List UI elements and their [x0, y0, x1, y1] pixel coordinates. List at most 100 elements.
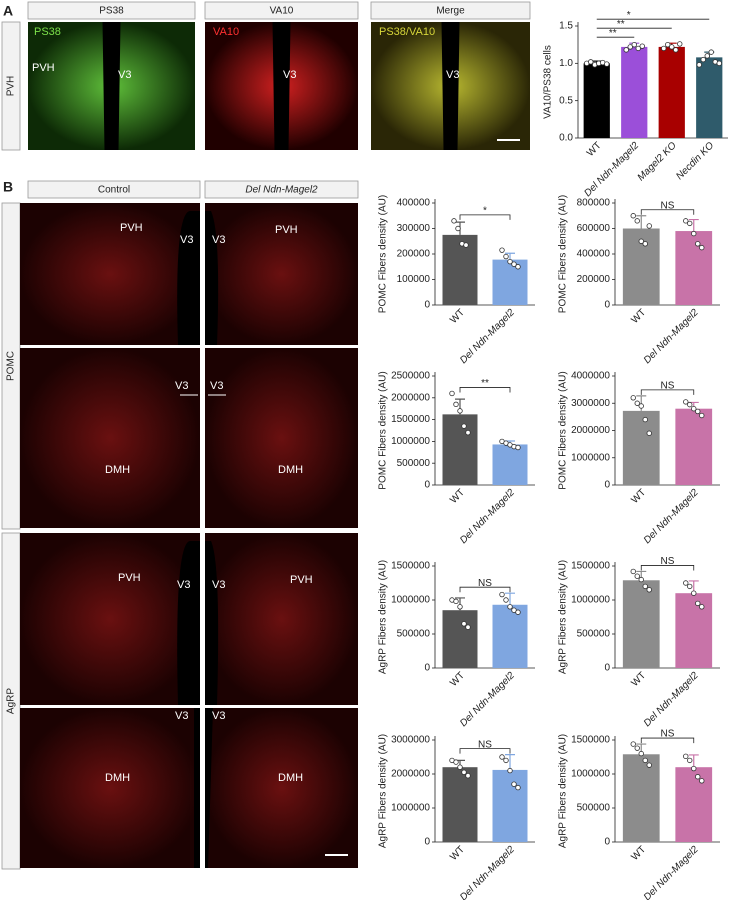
- data-point: [642, 416, 648, 423]
- y-axis-label: POMC Fibers density (AU): [378, 195, 389, 313]
- micrograph: [20, 203, 200, 345]
- data-point: [630, 395, 636, 401]
- y-tick-label: 1000000: [391, 803, 430, 814]
- error-bar: [505, 592, 515, 605]
- data-point: [691, 590, 697, 596]
- data-point: [708, 49, 714, 55]
- x-tick-label: WT: [448, 307, 467, 326]
- data-point: [499, 247, 505, 253]
- x-tick-label: WT: [448, 487, 467, 506]
- ventricle: [205, 211, 219, 345]
- y-tick-label: 3000000: [391, 735, 430, 746]
- panel-label: B: [3, 179, 13, 195]
- image-label: V3: [118, 69, 131, 81]
- bar: [675, 231, 713, 305]
- data-point: [683, 580, 689, 586]
- data-point: [503, 757, 509, 764]
- image-label: PVH: [32, 62, 55, 74]
- y-tick-label: 1.5: [559, 21, 573, 32]
- significance-label: NS: [478, 578, 492, 589]
- x-tick-label: Necdin KO: [674, 140, 716, 182]
- y-tick-label: 2500000: [391, 371, 430, 382]
- y-tick-label: 0: [604, 480, 610, 491]
- panel-label: A: [3, 3, 13, 19]
- x-tick-label: Del Ndn-Magel2: [642, 844, 701, 900]
- data-point: [687, 401, 693, 408]
- panel-header: [27, 180, 201, 199]
- bar: [658, 46, 685, 139]
- y-axis-label: POMC Fibers density (AU): [558, 371, 569, 489]
- data-point: [695, 241, 701, 247]
- micrograph: [205, 348, 358, 528]
- y-tick-label: 3000000: [571, 398, 610, 409]
- data-point: [634, 400, 640, 406]
- data-point: [457, 408, 463, 414]
- micrograph: [205, 708, 358, 868]
- significance-bracket: [459, 748, 511, 754]
- y-axis-label: POMC Fibers density (AU): [558, 195, 569, 313]
- data-point: [515, 264, 521, 270]
- bar: [675, 767, 713, 842]
- image-label: DMH: [105, 772, 130, 784]
- image-label: V3: [212, 710, 225, 722]
- data-point: [515, 784, 521, 791]
- y-tick-label: 2000000: [571, 425, 610, 436]
- image-label: V3: [210, 380, 223, 392]
- data-point: [634, 573, 640, 579]
- micrograph: [20, 708, 200, 868]
- panel-header: [204, 180, 359, 199]
- micrograph: [205, 203, 358, 345]
- data-point: [677, 41, 683, 47]
- y-tick-label: 0: [424, 663, 430, 674]
- data-point: [627, 44, 633, 50]
- panel-header-label: VA10: [270, 6, 294, 17]
- data-point: [515, 444, 521, 451]
- data-point: [465, 429, 471, 436]
- data-point: [669, 44, 675, 50]
- error-bar: [505, 252, 515, 260]
- bar: [583, 63, 610, 139]
- y-tick-label: 2000000: [391, 392, 430, 403]
- y-tick-label: 800000: [577, 198, 611, 209]
- data-point: [638, 403, 644, 409]
- data-point: [503, 597, 509, 603]
- x-tick-label: Del Ndn-Magel2: [458, 487, 517, 546]
- y-tick-label: 200000: [397, 249, 431, 260]
- y-tick-label: 1000000: [391, 436, 430, 447]
- data-point: [646, 223, 652, 229]
- data-point: [623, 47, 629, 53]
- y-tick-label: 1500000: [571, 561, 610, 572]
- row-header-label: POMC: [6, 351, 17, 381]
- image-label: V3: [175, 710, 188, 722]
- x-tick-label: WT: [629, 307, 648, 326]
- data-point: [507, 258, 513, 265]
- y-tick-label: 400000: [577, 249, 611, 260]
- significance-label: NS: [661, 729, 675, 740]
- data-point: [457, 604, 463, 610]
- panel-header-label: Del Ndn-Magel2: [245, 185, 318, 196]
- significance-bracket: [459, 586, 511, 593]
- image-label: PS38: [34, 26, 61, 38]
- data-point: [507, 604, 513, 610]
- ventricle: [441, 22, 460, 150]
- x-tick-label: WT: [629, 844, 648, 863]
- data-point: [465, 624, 471, 630]
- image-label: VA10: [213, 26, 239, 38]
- ventricle: [194, 708, 200, 868]
- y-axis-label: VA10/PS38 cells: [543, 45, 554, 119]
- data-point: [691, 765, 697, 772]
- data-point: [699, 604, 705, 610]
- data-point: [463, 242, 469, 248]
- significance-label: *: [483, 205, 487, 216]
- x-tick-label: Del Ndn-Magel2: [458, 844, 517, 900]
- panel-header-label: Control: [98, 185, 130, 196]
- image-label: V3: [212, 234, 225, 246]
- significance-bracket: [459, 387, 511, 393]
- bar: [675, 408, 713, 485]
- data-point: [604, 61, 610, 67]
- image-label: V3: [446, 69, 459, 81]
- data-point: [646, 587, 652, 593]
- data-point: [699, 412, 705, 419]
- y-tick-label: 100000: [397, 274, 431, 285]
- significance-bracket: [640, 737, 695, 744]
